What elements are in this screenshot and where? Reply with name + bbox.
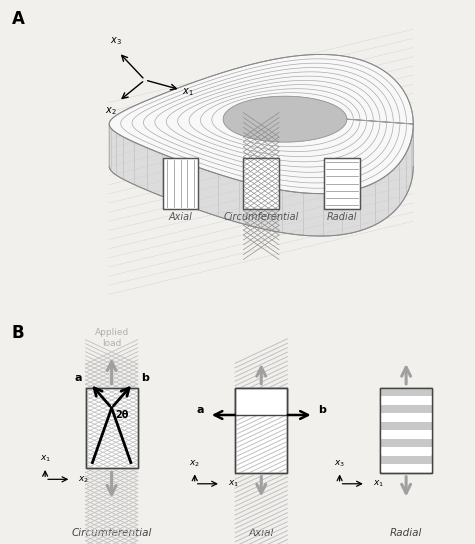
Bar: [380, 456, 432, 464]
Text: $x_1$: $x_1$: [373, 479, 384, 489]
Bar: [380, 447, 432, 455]
Text: Radial: Radial: [327, 212, 357, 222]
Text: Circumferential: Circumferential: [71, 528, 152, 538]
Bar: [324, 158, 360, 209]
Text: a: a: [74, 373, 82, 383]
Text: a: a: [197, 405, 204, 415]
Bar: [243, 158, 279, 209]
Bar: [380, 405, 432, 413]
Polygon shape: [109, 54, 413, 194]
Bar: [86, 388, 138, 468]
Text: b: b: [318, 405, 326, 415]
Bar: [235, 388, 287, 415]
Bar: [380, 388, 432, 473]
Text: $x_2$: $x_2$: [189, 459, 200, 469]
Bar: [235, 388, 287, 473]
Bar: [380, 430, 432, 438]
Text: 2θ: 2θ: [115, 410, 129, 420]
Text: $x_1$: $x_1$: [39, 454, 51, 465]
Text: Circumferential: Circumferential: [224, 212, 299, 222]
Text: $x_3$: $x_3$: [110, 35, 121, 47]
Text: $x_1$: $x_1$: [228, 479, 239, 489]
Bar: [324, 158, 360, 209]
Text: $x_1$: $x_1$: [182, 86, 193, 98]
Bar: [235, 388, 287, 473]
Polygon shape: [109, 124, 413, 236]
Text: $x_2$: $x_2$: [105, 106, 116, 117]
Bar: [235, 388, 287, 415]
Bar: [86, 388, 138, 468]
Bar: [162, 158, 199, 209]
Text: Axial: Axial: [169, 212, 192, 222]
Text: b: b: [142, 373, 150, 383]
Bar: [380, 438, 432, 447]
Text: Axial: Axial: [248, 528, 274, 538]
Bar: [243, 158, 279, 209]
Polygon shape: [223, 96, 347, 142]
Text: $x_2$: $x_2$: [78, 474, 89, 485]
Bar: [380, 413, 432, 422]
Bar: [380, 388, 432, 473]
Bar: [380, 422, 432, 430]
Text: $x_3$: $x_3$: [334, 459, 345, 469]
Text: Applied
load: Applied load: [95, 327, 129, 348]
Bar: [380, 464, 432, 472]
Bar: [380, 388, 432, 396]
Bar: [380, 397, 432, 405]
Text: B: B: [12, 324, 25, 342]
Bar: [162, 158, 199, 209]
Text: A: A: [12, 10, 25, 28]
Text: Radial: Radial: [390, 528, 422, 538]
